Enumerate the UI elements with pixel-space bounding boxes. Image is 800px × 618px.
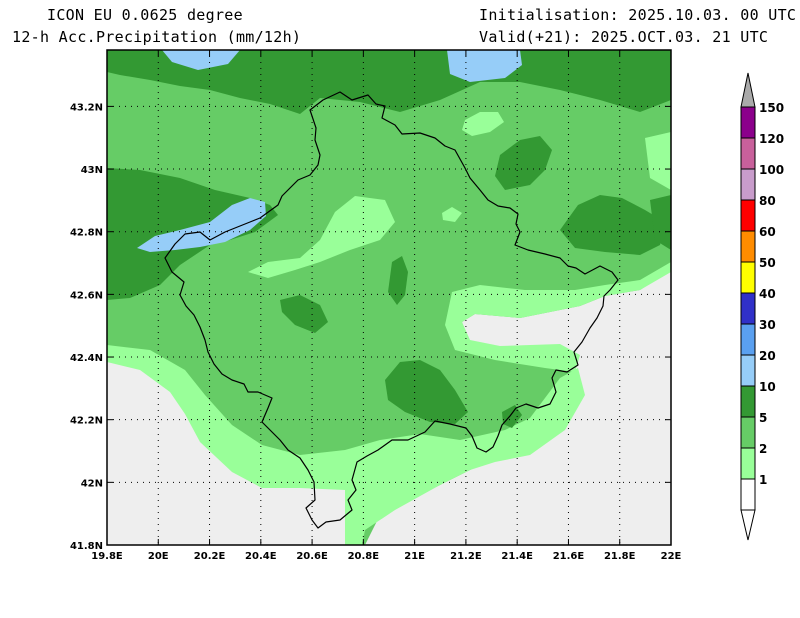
colorbar-swatch [740,106,756,139]
precip-1-2-east-edge [645,132,671,190]
lat-tick-label: 43.2N [70,102,103,113]
colorbar-level-label: 10 [759,380,776,394]
colorbar-level-label: 120 [759,132,784,146]
precip-5-10-far-east [560,195,665,255]
colorbar-swatch [740,137,756,170]
axis-ticks: 19.8E 20E 20.2E 20.4E 20.6E 20.8E 21E 21.2E 21.4… [70,50,682,562]
colorbar-level-label: 80 [759,194,776,208]
precip-1-2-east-ring [445,262,671,372]
precip-10-20-west [137,198,266,252]
lat-tick-label: 42N [81,478,103,489]
lat-tick-label: 42.6N [70,290,103,301]
colorbar-level-label: 2 [759,442,767,456]
lat-tick-label: 42.8N [70,228,103,239]
precip-5-10-south [385,360,468,424]
precip-1-2-north-blob [462,112,504,136]
colorbar-level-label: 20 [759,349,776,363]
model-title: ICON EU 0.0625 degree [47,6,243,24]
colorbar-swatch [740,416,756,449]
lat-tick-label: 43N [81,165,103,176]
precip-field [107,50,671,545]
colorbar-level-label: 30 [759,318,776,332]
lon-tick-label: 21.4E [501,551,533,562]
colorbar-swatch [740,168,756,201]
field-title: 12-h Acc.Precipitation (mm/12h) [12,28,302,46]
lon-tick-label: 19.8E [91,551,123,562]
lon-tick-label: 20.4E [245,551,277,562]
precip-5-10-east-edge [650,195,671,250]
colorbar-level-label: 40 [759,287,776,301]
colorbar: 150 120 100 80 60 50 40 30 20 10 5 2 1 [740,72,784,541]
country-border [164,91,619,529]
precip-5-10-north [107,50,671,114]
lon-tick-label: 20E [148,551,169,562]
precip-1-2-small [442,207,462,222]
colorbar-swatch [740,323,756,356]
colorbar-swatch [740,385,756,418]
lon-tick-label: 20.6E [296,551,328,562]
colorbar-swatch [740,261,756,294]
lon-tick-label: 21.2E [450,551,482,562]
precip-1-2-south [107,345,585,545]
colorbar-level-label: 60 [759,225,776,239]
valid-time: Valid(+21): 2025.OCT.03. 21 UTC [479,28,769,46]
graticule [107,50,671,545]
precip-1-2-center [248,196,395,278]
colorbar-level-label: 5 [759,411,767,425]
precip-5-10-east [495,136,552,190]
init-time: Initialisation: 2025.10.03. 00 UTC [479,6,797,24]
colorbar-bottom-arrow [740,509,756,541]
colorbar-top-arrow [740,72,756,108]
colorbar-swatch [740,292,756,325]
lat-tick-label: 42.4N [70,353,103,364]
lat-tick-label: 42.2N [70,416,103,427]
precip-none-se [365,270,671,545]
plot-frame [106,49,672,546]
precip-5-10-center-strip [388,256,408,305]
lat-tick-label: 41.8N [70,541,103,552]
lon-tick-label: 20.2E [194,551,226,562]
colorbar-swatch [740,199,756,232]
colorbar-level-label: 50 [759,256,776,270]
colorbar-swatch [740,230,756,263]
lon-tick-label: 21.8E [604,551,636,562]
lon-tick-label: 22E [661,551,682,562]
colorbar-swatch [740,447,756,480]
lon-tick-label: 20.8E [348,551,380,562]
precip-5-10-west-small [280,295,328,333]
colorbar-level-label: 1 [759,473,767,487]
colorbar-level-label: 100 [759,163,784,177]
lon-tick-label: 21E [404,551,425,562]
colorbar-level-label: 150 [759,101,784,115]
precip-none-sw [107,360,360,545]
precip-10-20-north-small [162,50,240,70]
colorbar-swatch [740,478,756,511]
lon-tick-label: 21.6E [553,551,585,562]
colorbar-swatch [740,354,756,387]
